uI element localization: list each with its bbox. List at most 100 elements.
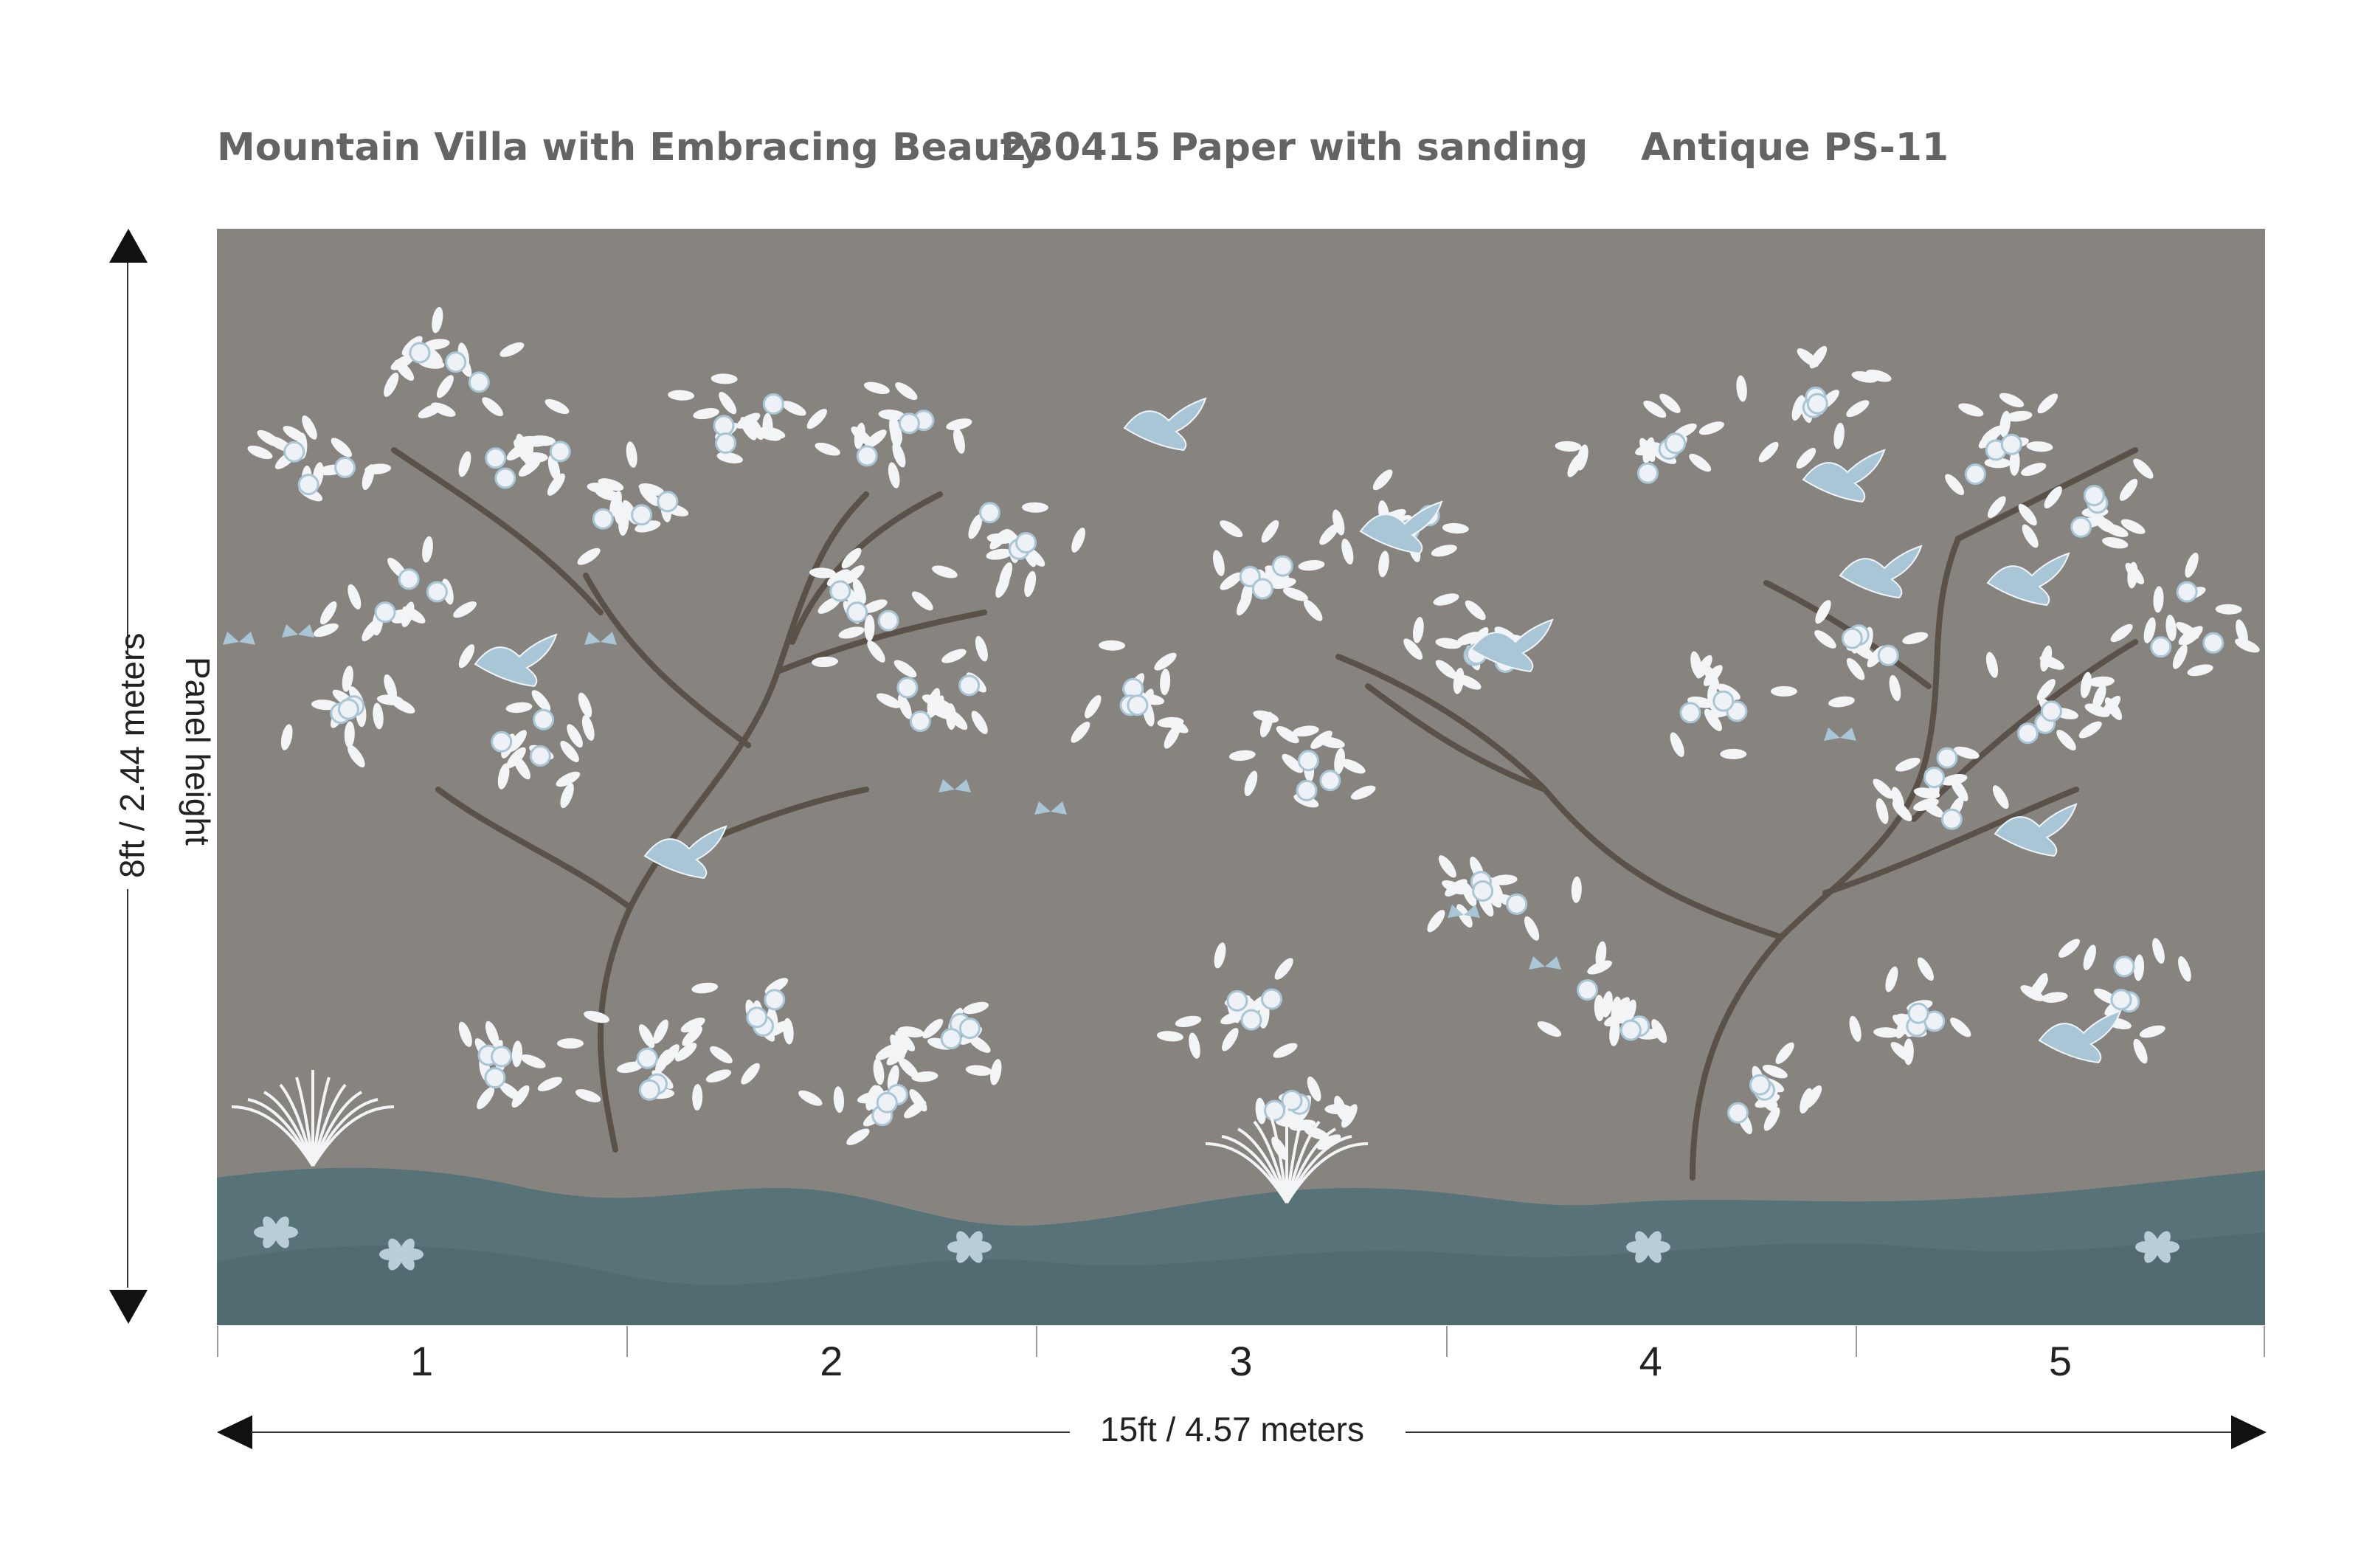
leaf: [2088, 676, 2115, 687]
leaf: [311, 700, 338, 711]
leaf: [1298, 559, 1325, 571]
leaf: [922, 694, 947, 708]
leaf: [1651, 1019, 1667, 1043]
leaf: [520, 1054, 546, 1068]
leaf: [2103, 523, 2129, 537]
blossom: [1665, 432, 1687, 455]
leaf: [1992, 785, 2009, 809]
blossom: [1841, 627, 1863, 649]
leaf: [373, 702, 384, 730]
blossom: [1472, 880, 1494, 902]
mural-illustration: [217, 306, 2265, 1325]
leaf: [2133, 954, 2145, 981]
tree-branch: [1911, 639, 2138, 822]
leaf: [878, 410, 905, 421]
blossom: [1619, 1019, 1642, 1041]
leaf: [1341, 538, 1354, 565]
leaf: [941, 649, 967, 663]
leaf: [2092, 684, 2106, 710]
leaf: [616, 1061, 643, 1074]
leaf: [436, 375, 454, 398]
height-arrow-top-icon: [109, 229, 148, 263]
leaf: [1895, 1014, 1911, 1039]
butterfly-icon: [938, 779, 971, 792]
leaf: [846, 1128, 870, 1145]
leaf: [1999, 410, 2011, 438]
leaf: [384, 372, 399, 397]
leaf: [639, 486, 660, 506]
leaf: [638, 483, 665, 496]
leaf: [862, 599, 888, 613]
leaf: [1717, 683, 1740, 700]
leaf: [2127, 562, 2138, 589]
leaf: [1758, 441, 1779, 463]
leaf: [963, 1001, 989, 1015]
blossom: [445, 351, 467, 373]
leaf: [511, 1040, 523, 1068]
ground-flower-petal: [968, 1231, 983, 1251]
leaf: [1316, 1134, 1341, 1150]
leaf: [1334, 747, 1345, 775]
leaf: [809, 567, 836, 578]
height-label-line-2: 8ft / 2.44 meters: [113, 632, 151, 878]
leaf: [1849, 1015, 1862, 1042]
leaf: [567, 724, 583, 748]
blossom: [337, 698, 359, 720]
leaf: [1984, 457, 2011, 469]
leaf: [482, 397, 503, 417]
leaf: [965, 1065, 992, 1076]
leaf: [1846, 400, 1870, 418]
leaf: [806, 408, 827, 429]
bird-icon: [1123, 397, 1207, 452]
blossom: [1964, 463, 1986, 486]
leaf: [1876, 798, 1889, 824]
blossom: [940, 1028, 962, 1050]
leaf: [418, 403, 443, 418]
blossom: [2000, 433, 2022, 455]
panel-divider-tick: [1445, 1326, 1448, 1357]
leaf: [560, 740, 579, 763]
blossom: [409, 342, 431, 364]
leaf: [362, 619, 380, 642]
leaf: [1085, 694, 1102, 719]
leaf: [2178, 626, 2201, 646]
leaf: [876, 693, 901, 708]
blossom: [713, 415, 735, 437]
leaf: [556, 771, 581, 787]
leaf: [1921, 800, 1944, 818]
blossom: [1940, 808, 1963, 830]
blossom: [1240, 1009, 1262, 1031]
leaf: [280, 724, 293, 750]
leaf: [1814, 630, 1836, 649]
blossom: [1271, 555, 1293, 577]
leaf: [2044, 486, 2062, 508]
blossom: [1727, 1102, 1749, 1124]
height-line-bottom: [127, 889, 128, 1288]
blossom: [1877, 644, 1899, 666]
leaf: [1571, 876, 1582, 903]
panel-number-2: 2: [820, 1338, 843, 1384]
leaf: [2037, 393, 2058, 414]
leaf: [516, 433, 529, 460]
leaf: [826, 569, 850, 587]
leaf: [1456, 904, 1473, 928]
leaf: [863, 381, 890, 395]
leaf: [668, 390, 695, 401]
leaf: [1220, 520, 1243, 538]
leaf: [2021, 463, 2047, 476]
height-arrow-bottom-icon: [109, 1290, 148, 1324]
leaf: [1164, 725, 1180, 749]
blossom: [762, 393, 784, 415]
panel-divider-tick: [217, 1326, 218, 1357]
leaf: [1319, 524, 1339, 545]
leaf: [581, 715, 595, 741]
blossom: [1506, 893, 1528, 915]
blossom: [533, 708, 555, 731]
blossom: [1679, 702, 1701, 724]
leaf: [693, 408, 719, 420]
blossom: [1239, 565, 1261, 587]
leaf: [1099, 640, 1126, 651]
leaf: [1704, 708, 1723, 731]
leaf: [499, 342, 525, 357]
leaf: [1310, 731, 1332, 749]
